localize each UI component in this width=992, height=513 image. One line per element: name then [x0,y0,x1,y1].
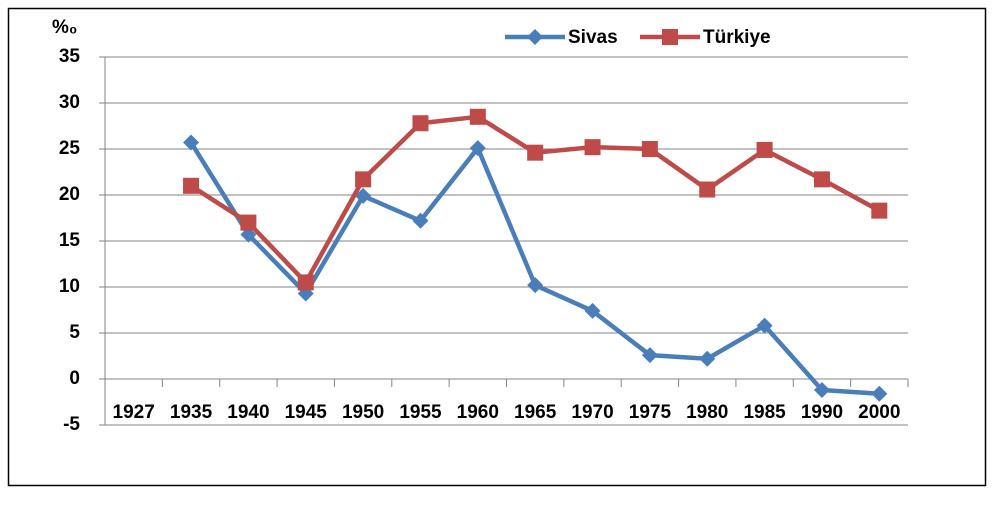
y-axis-label: %₀ [52,17,77,38]
data-point [412,212,429,229]
x-tick-label: 1980 [686,402,728,423]
data-point [699,350,716,367]
legend-label: Sivas [568,27,618,48]
y-tick-label: 25 [59,138,81,159]
data-point [813,382,830,399]
x-tick-label: 2000 [858,402,900,423]
data-point [355,187,372,204]
data-point [412,115,429,132]
data-point [871,202,888,219]
data-point [584,139,601,156]
y-tick-label: -5 [63,414,80,435]
x-tick-label: 1945 [285,402,328,423]
data-point [527,277,544,294]
x-tick-label: 1985 [743,402,786,423]
y-tick-label: 10 [59,276,80,297]
x-tick-label: 1970 [571,402,613,423]
y-tick-label: 5 [69,322,80,343]
x-tick-label: 1960 [457,402,499,423]
data-point [756,141,773,158]
legend-marker [662,29,678,45]
x-tick-label: 1990 [801,402,843,423]
x-tick-label: 1940 [227,402,269,423]
x-tick-label: 1935 [170,402,213,423]
data-point [527,144,544,161]
data-point [183,177,200,194]
data-point [641,347,658,364]
data-point [699,181,716,198]
chart-border [7,7,987,487]
y-tick-label: 20 [59,184,80,205]
data-point [813,171,830,188]
data-point [469,140,486,157]
x-tick-label: 1955 [399,402,442,423]
data-point [756,317,773,334]
y-tick-label: 15 [59,230,81,251]
y-tick-label: 30 [59,92,80,113]
data-point [469,108,486,125]
y-tick-label: 35 [59,46,81,67]
data-point [355,171,372,188]
data-point [297,274,314,291]
data-point [240,214,257,231]
x-tick-label: 1927 [113,402,155,423]
legend-marker [527,29,543,45]
y-tick-label: 0 [69,368,80,389]
data-point [871,385,888,402]
x-tick-label: 1965 [514,402,557,423]
x-tick-label: 1975 [629,402,672,423]
x-tick-label: 1950 [342,402,384,423]
data-point [584,302,601,319]
legend-label: Türkiye [703,27,771,48]
data-point [183,134,200,151]
data-point [641,141,658,157]
